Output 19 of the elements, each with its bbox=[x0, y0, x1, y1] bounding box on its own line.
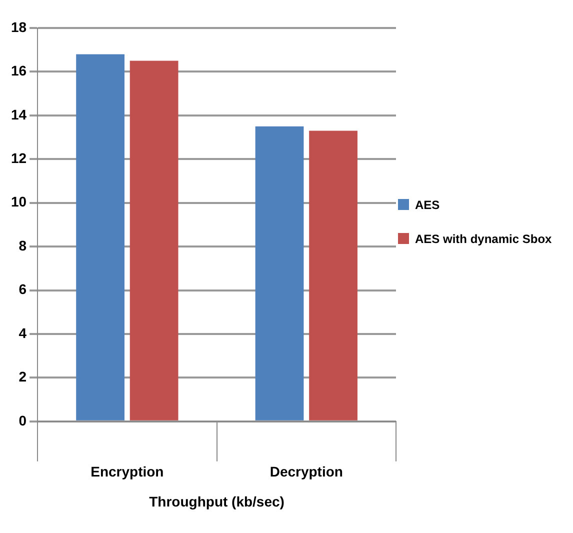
x-tick-label: Decryption bbox=[270, 464, 343, 480]
y-tick-label: 14 bbox=[10, 106, 27, 122]
bar bbox=[76, 54, 124, 420]
x-axis-title: Throughput (kb/sec) bbox=[149, 493, 284, 510]
bar bbox=[130, 60, 178, 420]
legend-label: AES with dynamic Sbox bbox=[415, 232, 552, 246]
y-tick-label: 0 bbox=[18, 412, 27, 428]
legend-label: AES bbox=[415, 198, 440, 212]
y-tick-label: 12 bbox=[10, 150, 27, 166]
x-tick-label: Encryption bbox=[90, 464, 164, 480]
bar bbox=[255, 126, 304, 420]
y-tick-label: 10 bbox=[10, 194, 27, 210]
bar bbox=[309, 130, 358, 420]
y-tick-label: 16 bbox=[10, 62, 27, 79]
y-tick-label: 2 bbox=[18, 368, 27, 385]
y-tick-label: 4 bbox=[18, 324, 27, 341]
y-tick-label: 18 bbox=[10, 18, 27, 35]
y-tick-label: 6 bbox=[18, 281, 27, 298]
y-tick-label: 8 bbox=[18, 237, 27, 254]
